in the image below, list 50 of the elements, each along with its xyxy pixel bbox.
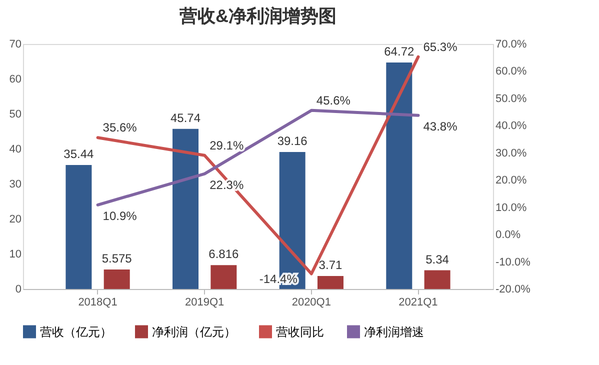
y2-tick-label: 20.0%: [496, 174, 527, 187]
data-label: 43.8%: [423, 119, 458, 134]
bar: [210, 265, 237, 289]
y-tick-label: 50: [9, 108, 22, 120]
y2-tick-label: 0.0%: [496, 229, 521, 242]
y-tick-label: 70: [9, 38, 22, 50]
x-tick-label: 2018Q1: [78, 296, 118, 308]
y-tick-label: 40: [9, 144, 22, 156]
legend-label: 净利润增速: [364, 324, 424, 339]
y2-tick-label: 30.0%: [496, 147, 527, 160]
y-tick-label: 30: [9, 178, 22, 190]
data-label: 5.34: [426, 252, 450, 266]
data-label: 5.575: [102, 251, 132, 266]
bar: [172, 128, 199, 289]
legend-label: 营收同比: [276, 324, 324, 339]
data-label: 3.71: [318, 258, 342, 272]
line-series: [96, 55, 420, 276]
x-tick-label: 2019Q1: [185, 296, 224, 308]
y-tick-label: 60: [9, 74, 22, 86]
y-tick-label: 0: [15, 284, 22, 296]
line-series: [96, 108, 420, 206]
legend-label: 净利润（亿元）: [152, 324, 236, 339]
bar: [424, 270, 450, 289]
y2-tick-label: 60.0%: [496, 66, 527, 78]
y2-tick-label: -10.0%: [496, 256, 531, 268]
y-tick-label: 20: [9, 214, 22, 226]
x-tick-label: 2021Q1: [398, 296, 438, 308]
y2-tick-label: 10.0%: [496, 202, 527, 214]
bar: [104, 269, 130, 289]
x-tick-label: 2020Q1: [292, 296, 331, 308]
bar: [66, 164, 92, 289]
bar: [317, 276, 344, 289]
data-label: 6.816: [208, 247, 240, 262]
data-label: 45.6%: [316, 93, 351, 108]
data-label: 45.74: [170, 110, 201, 125]
chart-title: 营收&净利润增势图: [178, 6, 336, 26]
data-label: 10.9%: [102, 208, 138, 223]
y-tick-label: 10: [9, 248, 22, 260]
data-label: 29.1%: [210, 138, 244, 152]
data-label: 35.6%: [102, 120, 138, 135]
data-label: 35.44: [64, 146, 94, 161]
bar: [386, 62, 412, 289]
y2-tick-label: 40.0%: [496, 120, 527, 132]
y2-tick-label: 50.0%: [496, 92, 527, 105]
data-label: 64.72: [384, 44, 414, 58]
data-label: 39.16: [277, 134, 308, 148]
y2-tick-label: -20.0%: [496, 284, 531, 296]
data-label: 65.3%: [423, 40, 458, 54]
legend-label: 营收（亿元）: [40, 324, 112, 339]
y2-tick-label: 70.0%: [496, 38, 527, 50]
